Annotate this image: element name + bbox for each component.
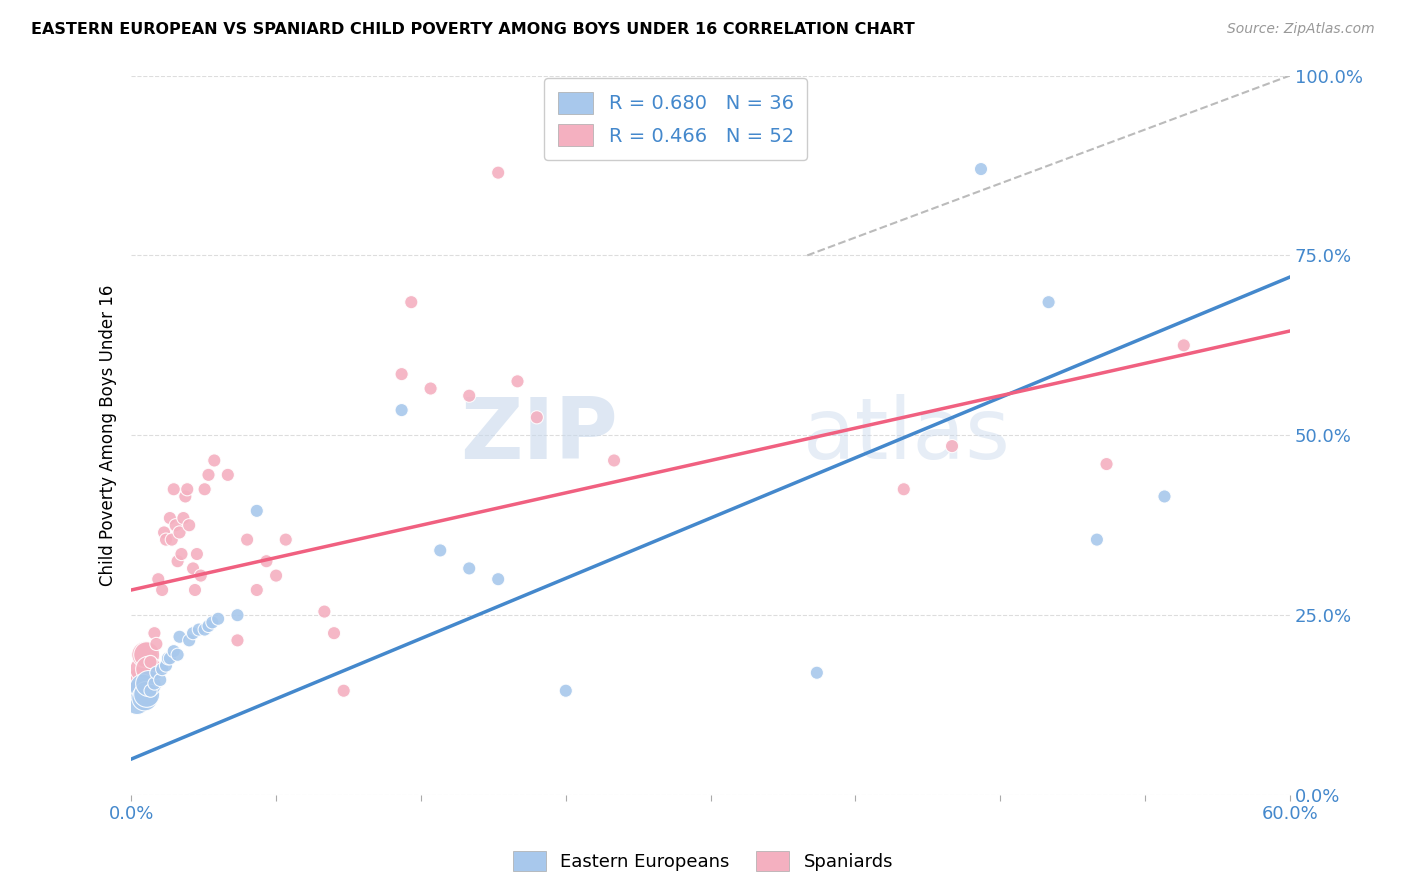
Point bbox=[941, 439, 963, 453]
Point bbox=[429, 543, 451, 558]
Point bbox=[138, 662, 160, 676]
Point bbox=[179, 633, 201, 648]
Point bbox=[129, 673, 152, 687]
Y-axis label: Child Poverty Among Boys Under 16: Child Poverty Among Boys Under 16 bbox=[100, 285, 117, 586]
Point bbox=[401, 295, 423, 310]
Point bbox=[176, 482, 198, 496]
Point bbox=[125, 694, 148, 708]
Point bbox=[603, 453, 626, 467]
Point bbox=[135, 648, 157, 662]
Point bbox=[419, 382, 441, 396]
Point bbox=[134, 648, 156, 662]
Point bbox=[143, 626, 166, 640]
Point bbox=[217, 467, 239, 482]
Legend: R = 0.680   N = 36, R = 0.466   N = 52: R = 0.680 N = 36, R = 0.466 N = 52 bbox=[544, 78, 807, 160]
Point bbox=[186, 547, 208, 561]
Point bbox=[506, 374, 529, 388]
Point bbox=[190, 568, 212, 582]
Point bbox=[314, 605, 336, 619]
Point bbox=[207, 612, 229, 626]
Point bbox=[170, 547, 193, 561]
Point bbox=[135, 687, 157, 701]
Point bbox=[132, 680, 155, 694]
Point bbox=[169, 630, 191, 644]
Text: Source: ZipAtlas.com: Source: ZipAtlas.com bbox=[1227, 22, 1375, 37]
Point bbox=[806, 665, 828, 680]
Point bbox=[138, 676, 160, 690]
Point bbox=[1173, 338, 1195, 352]
Point bbox=[181, 561, 204, 575]
Point bbox=[163, 482, 186, 496]
Point bbox=[150, 582, 173, 597]
Point bbox=[486, 166, 509, 180]
Point bbox=[236, 533, 259, 547]
Point bbox=[172, 511, 194, 525]
Text: atlas: atlas bbox=[803, 393, 1011, 477]
Point bbox=[134, 690, 156, 705]
Point bbox=[486, 572, 509, 586]
Point bbox=[197, 467, 219, 482]
Point bbox=[155, 658, 177, 673]
Point bbox=[1085, 533, 1108, 547]
Point bbox=[246, 582, 269, 597]
Point bbox=[156, 651, 179, 665]
Point bbox=[166, 648, 188, 662]
Point bbox=[264, 568, 287, 582]
Point bbox=[166, 554, 188, 568]
Point bbox=[274, 533, 297, 547]
Point bbox=[153, 525, 176, 540]
Point bbox=[458, 389, 481, 403]
Point bbox=[139, 655, 162, 669]
Point bbox=[246, 504, 269, 518]
Point bbox=[129, 683, 152, 698]
Point bbox=[197, 619, 219, 633]
Point bbox=[160, 533, 183, 547]
Point bbox=[139, 683, 162, 698]
Point bbox=[391, 403, 413, 417]
Point bbox=[526, 410, 548, 425]
Point bbox=[970, 162, 993, 177]
Point bbox=[391, 367, 413, 381]
Text: ZIP: ZIP bbox=[460, 393, 617, 477]
Point bbox=[184, 582, 207, 597]
Point bbox=[149, 673, 172, 687]
Point bbox=[332, 683, 354, 698]
Point bbox=[226, 608, 249, 623]
Text: EASTERN EUROPEAN VS SPANIARD CHILD POVERTY AMONG BOYS UNDER 16 CORRELATION CHART: EASTERN EUROPEAN VS SPANIARD CHILD POVER… bbox=[31, 22, 915, 37]
Point bbox=[1095, 457, 1118, 471]
Point bbox=[143, 676, 166, 690]
Point bbox=[174, 490, 197, 504]
Point bbox=[893, 482, 915, 496]
Point bbox=[169, 525, 191, 540]
Point bbox=[1038, 295, 1060, 310]
Point bbox=[187, 623, 209, 637]
Point bbox=[554, 683, 576, 698]
Point bbox=[148, 572, 170, 586]
Point bbox=[145, 637, 167, 651]
Point bbox=[323, 626, 346, 640]
Point bbox=[202, 453, 225, 467]
Legend: Eastern Europeans, Spaniards: Eastern Europeans, Spaniards bbox=[506, 844, 900, 879]
Point bbox=[458, 561, 481, 575]
Point bbox=[155, 533, 177, 547]
Point bbox=[256, 554, 278, 568]
Point bbox=[226, 633, 249, 648]
Point bbox=[150, 662, 173, 676]
Point bbox=[159, 651, 181, 665]
Point bbox=[194, 482, 217, 496]
Point bbox=[165, 518, 187, 533]
Point bbox=[145, 665, 167, 680]
Point bbox=[181, 626, 204, 640]
Point bbox=[132, 662, 155, 676]
Point bbox=[1153, 490, 1175, 504]
Point bbox=[201, 615, 224, 630]
Point bbox=[163, 644, 186, 658]
Point bbox=[194, 623, 217, 637]
Point bbox=[179, 518, 201, 533]
Point bbox=[159, 511, 181, 525]
